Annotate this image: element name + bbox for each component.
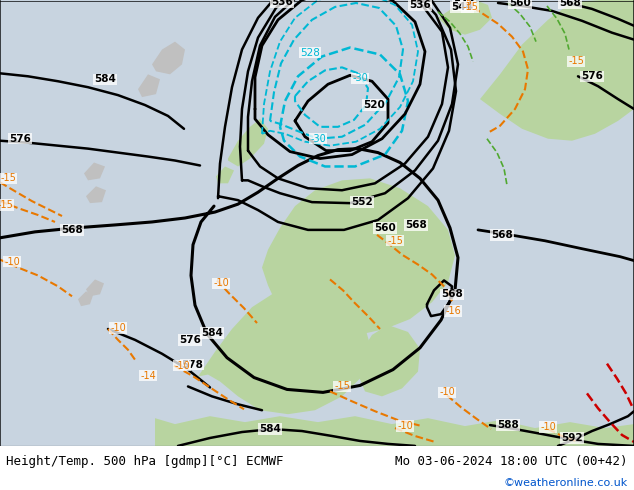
Text: -15: -15 xyxy=(462,2,478,12)
Polygon shape xyxy=(84,163,105,180)
Text: 576: 576 xyxy=(9,134,31,144)
Polygon shape xyxy=(138,74,160,97)
Text: 578: 578 xyxy=(181,360,203,369)
Text: -16: -16 xyxy=(445,306,461,316)
Text: -15: -15 xyxy=(568,56,584,67)
Polygon shape xyxy=(480,0,634,141)
Text: 568: 568 xyxy=(491,230,513,240)
Text: -14: -14 xyxy=(140,370,156,381)
Text: -10: -10 xyxy=(174,361,190,370)
Text: 592: 592 xyxy=(561,433,583,443)
Text: -15: -15 xyxy=(334,381,350,392)
Text: 576: 576 xyxy=(179,335,201,345)
Text: -10: -10 xyxy=(540,422,556,432)
Text: 560: 560 xyxy=(509,0,531,8)
Text: -10: -10 xyxy=(4,257,20,267)
Text: 568: 568 xyxy=(441,289,463,299)
Text: 528: 528 xyxy=(300,48,320,57)
Polygon shape xyxy=(438,0,492,35)
Polygon shape xyxy=(262,178,455,335)
Text: -10: -10 xyxy=(439,388,455,397)
Polygon shape xyxy=(78,292,93,306)
Polygon shape xyxy=(228,119,268,167)
Text: 584: 584 xyxy=(94,74,116,84)
Text: 568: 568 xyxy=(405,220,427,230)
Polygon shape xyxy=(358,325,420,396)
Polygon shape xyxy=(86,186,106,203)
Polygon shape xyxy=(216,167,234,183)
Text: 5: 5 xyxy=(465,0,471,7)
Text: ©weatheronline.co.uk: ©weatheronline.co.uk xyxy=(503,478,628,489)
Polygon shape xyxy=(155,416,634,446)
Polygon shape xyxy=(86,279,104,296)
Text: -30: -30 xyxy=(310,134,326,144)
Text: -15: -15 xyxy=(0,200,13,210)
Text: -10: -10 xyxy=(213,278,229,289)
Text: 560: 560 xyxy=(374,223,396,233)
Text: Height/Temp. 500 hPa [gdmp][°C] ECMWF: Height/Temp. 500 hPa [gdmp][°C] ECMWF xyxy=(6,455,284,468)
Text: -10: -10 xyxy=(110,323,126,333)
Text: 568: 568 xyxy=(559,0,581,8)
Text: Mo 03-06-2024 18:00 UTC (00+42): Mo 03-06-2024 18:00 UTC (00+42) xyxy=(395,455,628,468)
Text: 544: 544 xyxy=(453,0,475,10)
Text: 520: 520 xyxy=(363,100,385,110)
Text: 584: 584 xyxy=(201,328,223,338)
Text: 588: 588 xyxy=(497,420,519,430)
Text: -30: -30 xyxy=(352,74,368,83)
Text: -10: -10 xyxy=(397,421,413,431)
Text: 536: 536 xyxy=(271,0,293,7)
Text: 576: 576 xyxy=(581,72,603,81)
Text: 544: 544 xyxy=(451,2,473,12)
Text: -15: -15 xyxy=(387,236,403,246)
Polygon shape xyxy=(152,42,185,74)
Text: -15: -15 xyxy=(0,173,16,183)
Polygon shape xyxy=(198,287,372,414)
Text: 568: 568 xyxy=(61,225,83,235)
Text: 536: 536 xyxy=(409,0,431,10)
Text: 584: 584 xyxy=(259,424,281,434)
Text: 552: 552 xyxy=(351,197,373,207)
